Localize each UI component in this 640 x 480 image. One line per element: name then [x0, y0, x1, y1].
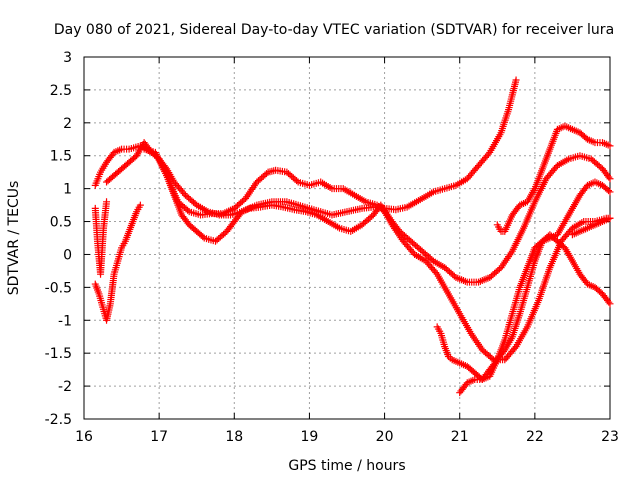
data-point-s3: [432, 269, 440, 277]
y-tick-label: 0.5: [50, 215, 72, 231]
plot-frame: [83, 56, 611, 420]
x-tick-label: 18: [225, 429, 243, 445]
y-tick-label: -1.5: [45, 346, 72, 362]
data-point-s2: [606, 175, 614, 183]
data-point-s4: [605, 298, 613, 306]
y-tick-label: 3: [63, 50, 72, 66]
data-point-s6: [606, 188, 614, 196]
y-tick-label: 2.5: [50, 83, 72, 99]
data-point-s9: [606, 214, 614, 222]
x-axis-label: GPS time / hours: [288, 458, 405, 474]
data-point-s2: [199, 233, 207, 241]
x-tick-label: 21: [451, 429, 469, 445]
grid-lines: [84, 57, 610, 419]
y-axis-ticks: 3 2.5 2 1.5 1 0.5 0 -0.5 -1 -1.5 -2 -2.5: [45, 50, 610, 428]
x-tick-label: 17: [150, 429, 168, 445]
x-tick-label: 16: [75, 429, 93, 445]
y-tick-label: 1.5: [50, 149, 72, 165]
x-axis-ticks: 16 17 18 19 20 21 22 23: [75, 57, 619, 445]
y-tick-label: 1: [63, 182, 72, 198]
x-tick-label: 20: [376, 429, 394, 445]
data-point-s3: [184, 206, 192, 214]
data-point-s3: [293, 177, 301, 185]
data-point-s1: [484, 150, 492, 158]
chart-title: Day 080 of 2021, Sidereal Day-to-day VTE…: [54, 22, 614, 38]
y-tick-label: -0.5: [45, 280, 72, 296]
data-point-s3: [511, 344, 519, 352]
y-tick-label: 0: [63, 247, 72, 263]
y-tick-label: 2: [63, 116, 72, 132]
data-point-s1: [180, 190, 188, 198]
x-tick-label: 19: [301, 429, 319, 445]
x-tick-label: 23: [601, 429, 619, 445]
data-point-s7: [136, 201, 144, 209]
data-point-s2: [605, 173, 613, 181]
y-tick-label: -2: [58, 379, 72, 395]
data-point-s4: [606, 300, 614, 308]
data-point-s5: [606, 142, 614, 150]
y-axis-label: SDTVAR / TECUs: [6, 181, 22, 296]
y-tick-label: -2.5: [45, 412, 72, 428]
data-points: [91, 76, 614, 397]
data-point-s6: [604, 187, 612, 195]
data-point-s1: [512, 76, 520, 84]
x-tick-label: 22: [526, 429, 544, 445]
data-point-s3: [488, 354, 496, 362]
y-tick-label: -1: [58, 313, 72, 329]
data-point-s8: [103, 198, 111, 206]
